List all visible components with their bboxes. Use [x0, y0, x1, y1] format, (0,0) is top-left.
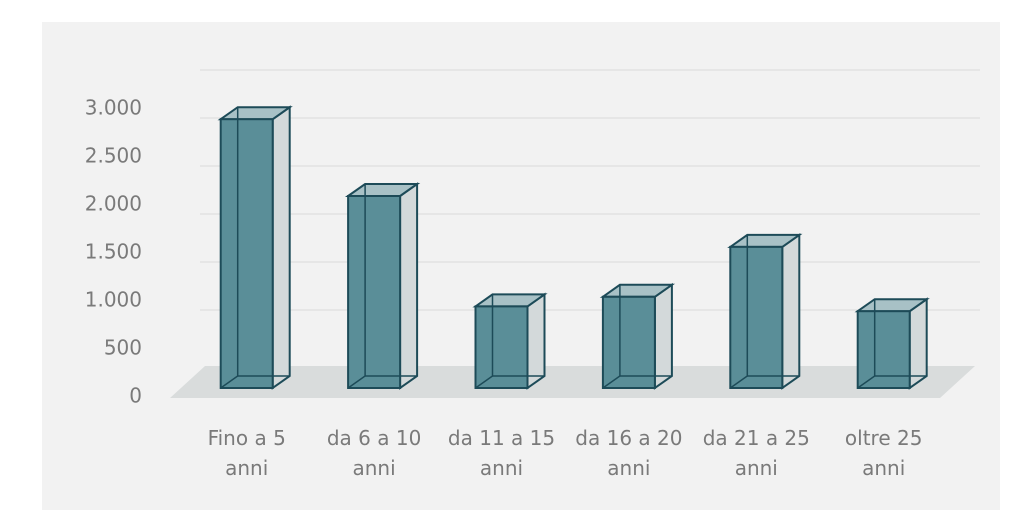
bar	[344, 182, 421, 390]
bar	[854, 297, 930, 390]
y-tick-label: 2.500	[85, 144, 142, 168]
bar-side	[526, 292, 546, 390]
bar-front	[347, 195, 402, 389]
floor	[170, 366, 975, 398]
bar-side	[908, 297, 928, 390]
y-tick-label: 2.000	[85, 192, 142, 216]
x-tick-label: da 21 a 25 anni	[702, 426, 810, 480]
bar-front	[474, 305, 529, 389]
x-tick-label: da 11 a 15 anni	[447, 426, 556, 480]
y-tick-label: 3.000	[85, 96, 142, 120]
x-tick-label: da 6 a 10 anni	[326, 426, 422, 480]
bar	[599, 282, 676, 390]
bar-front	[601, 295, 656, 389]
bar-front	[856, 310, 911, 390]
bar-side	[271, 105, 291, 390]
x-tick-label: da 16 a 20 anni	[575, 426, 683, 480]
y-tick-label: 1.500	[85, 240, 142, 264]
y-tick-label: 500	[104, 336, 142, 360]
bar-side	[399, 182, 419, 390]
bar-side	[653, 282, 673, 390]
y-tick-label: 1.000	[85, 288, 142, 312]
plot-background	[42, 22, 1000, 510]
x-tick-label: oltre 25 anni	[844, 426, 923, 480]
bar	[217, 105, 293, 390]
bar	[727, 232, 803, 390]
bar-side	[781, 232, 801, 390]
bar	[472, 292, 548, 390]
bar-front	[729, 245, 784, 389]
bar-front	[219, 118, 274, 389]
x-tick-label: Fino a 5 anni	[207, 426, 286, 480]
y-tick-label: 0	[129, 384, 142, 408]
